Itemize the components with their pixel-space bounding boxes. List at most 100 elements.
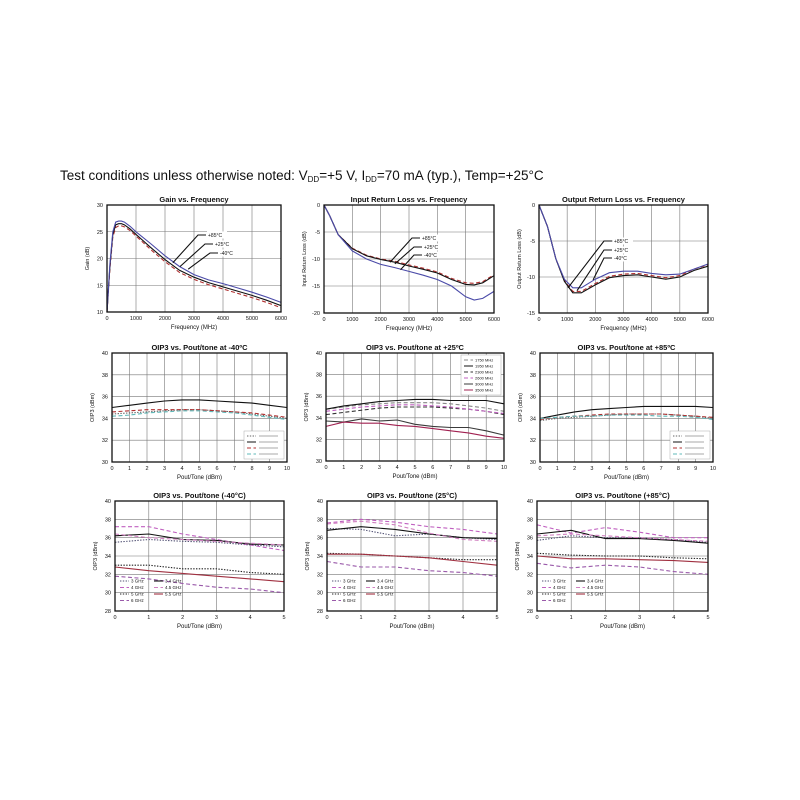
y-tick-label: 36 bbox=[527, 536, 533, 542]
x-axis-label: Frequency (MHz) bbox=[386, 326, 432, 332]
series-line-3 bbox=[536, 552, 709, 560]
test-conditions-header: Test conditions unless otherwise noted: … bbox=[60, 168, 544, 184]
series-line-4 bbox=[536, 562, 709, 575]
y-tick-label: 38 bbox=[530, 373, 536, 379]
legend bbox=[243, 430, 285, 460]
idd-subscript: DD bbox=[365, 175, 377, 184]
series-line-1 bbox=[539, 413, 714, 422]
series-line-4 bbox=[325, 404, 505, 415]
chart-title: OIP3 vs. Pout/tone at +25ºC bbox=[366, 343, 465, 352]
x-tick-label: 2000 bbox=[589, 317, 601, 323]
x-tick-label: 1 bbox=[342, 465, 345, 471]
plot-frame bbox=[536, 500, 709, 612]
y-tick-label: 28 bbox=[105, 609, 111, 615]
chart-title: OIP3 vs. Pout/tone (-40°C) bbox=[153, 491, 246, 500]
annotation-label-bg bbox=[613, 254, 633, 262]
y-tick-label: 30 bbox=[97, 203, 103, 209]
legend-label: 3500 MHz bbox=[475, 388, 493, 393]
series-line-3 bbox=[325, 406, 505, 416]
x-tick-label: 0 bbox=[113, 615, 116, 621]
x-tick-label: 0 bbox=[105, 316, 108, 322]
series-line-5 bbox=[325, 418, 505, 436]
y-tick-label: 40 bbox=[527, 499, 533, 505]
x-tick-label: 4000 bbox=[217, 316, 229, 322]
legend-label: 5 GHz bbox=[343, 592, 357, 597]
x-tick-label: 4000 bbox=[646, 317, 658, 323]
series-line-3 bbox=[111, 409, 288, 418]
legend-label: 5 GHz bbox=[553, 592, 567, 597]
legend-label: 4.5 GHz bbox=[587, 585, 604, 590]
annotation-leader-line bbox=[400, 254, 422, 271]
x-tick-label: 2 bbox=[393, 615, 396, 621]
annotation-label: +25°C bbox=[614, 248, 628, 254]
x-tick-label: 6000 bbox=[275, 316, 287, 322]
vdd-subscript: DD bbox=[307, 175, 320, 184]
series-line-7 bbox=[327, 553, 498, 566]
annotation-label-bg bbox=[423, 243, 443, 251]
plot-frame bbox=[114, 500, 285, 612]
y-tick-label: 40 bbox=[317, 499, 323, 505]
x-tick-label: 10 bbox=[710, 466, 716, 472]
x-tick-label: 4000 bbox=[431, 317, 443, 323]
series-line-2 bbox=[536, 524, 708, 539]
legend-label: 4.5 GHz bbox=[377, 585, 394, 590]
x-tick-label: 8 bbox=[677, 466, 680, 472]
x-axis-label: Pout/Tone (dBm) bbox=[600, 624, 645, 630]
y-axis-label: OIP3 (dBm) bbox=[93, 541, 99, 570]
annotation-label: +25°C bbox=[424, 245, 438, 251]
x-tick-label: 8 bbox=[250, 466, 253, 472]
x-tick-label: 1 bbox=[147, 615, 150, 621]
series-line-3 bbox=[323, 204, 495, 301]
y-axis-label: OIP3 (dBm) bbox=[518, 393, 524, 422]
annotation-label: -40°C bbox=[614, 256, 627, 262]
legend-label: 3 GHz bbox=[343, 579, 357, 584]
chart-title: Output Return Loss vs. Frequency bbox=[562, 195, 686, 204]
x-tick-label: 0 bbox=[538, 466, 541, 472]
chart-2: 0 1000 2000 3000 4000 5000 6000 -20 -15 -10 -5 0 Inp… bbox=[302, 195, 500, 332]
x-tick-label: 1 bbox=[570, 615, 573, 621]
y-tick-label: -5 bbox=[315, 230, 320, 236]
y-tick-label: 40 bbox=[316, 351, 322, 357]
x-tick-label: 2 bbox=[145, 466, 148, 472]
y-tick-label: 38 bbox=[316, 373, 322, 379]
y-tick-label: -15 bbox=[527, 311, 535, 317]
x-tick-label: 5 bbox=[413, 465, 416, 471]
series-line-1 bbox=[106, 225, 282, 313]
y-tick-label: 40 bbox=[530, 351, 536, 357]
series-line-3 bbox=[115, 564, 285, 575]
legend bbox=[669, 430, 711, 460]
y-tick-label: 25 bbox=[97, 230, 103, 236]
y-tick-label: 34 bbox=[102, 416, 108, 422]
plot-frame bbox=[325, 352, 505, 462]
plot-frame bbox=[538, 204, 709, 314]
x-tick-label: 5 bbox=[625, 466, 628, 472]
series-line-7 bbox=[114, 566, 285, 583]
plot-frame bbox=[111, 352, 288, 463]
series-line-1 bbox=[538, 204, 709, 292]
x-tick-label: 3000 bbox=[188, 316, 200, 322]
y-tick-label: 36 bbox=[105, 536, 111, 542]
y-axis-label: OIP3 (dBm) bbox=[304, 392, 310, 421]
series-line-6 bbox=[114, 533, 285, 546]
annotation-label-bg bbox=[214, 240, 234, 248]
y-tick-label: 36 bbox=[102, 395, 108, 401]
y-tick-label: 10 bbox=[97, 310, 103, 316]
chart-title: Input Return Loss vs. Frequency bbox=[351, 195, 469, 204]
series-line-6 bbox=[325, 421, 505, 439]
series-line-3 bbox=[538, 204, 709, 289]
x-axis-label: Pout/Tone (dBm) bbox=[389, 624, 434, 630]
header-text: =70 mA (typ.), Temp=+25°C bbox=[376, 168, 544, 183]
legend-label: 4 GHz bbox=[343, 585, 357, 590]
x-tick-label: 2 bbox=[360, 465, 363, 471]
series-line-1 bbox=[325, 402, 505, 412]
x-tick-label: 1000 bbox=[130, 316, 142, 322]
legend-label: 4 GHz bbox=[553, 585, 567, 590]
series-line-4 bbox=[111, 410, 288, 421]
series-line-3 bbox=[106, 220, 282, 313]
x-tick-label: 3000 bbox=[617, 317, 629, 323]
legend-label: 6 GHz bbox=[343, 598, 357, 603]
